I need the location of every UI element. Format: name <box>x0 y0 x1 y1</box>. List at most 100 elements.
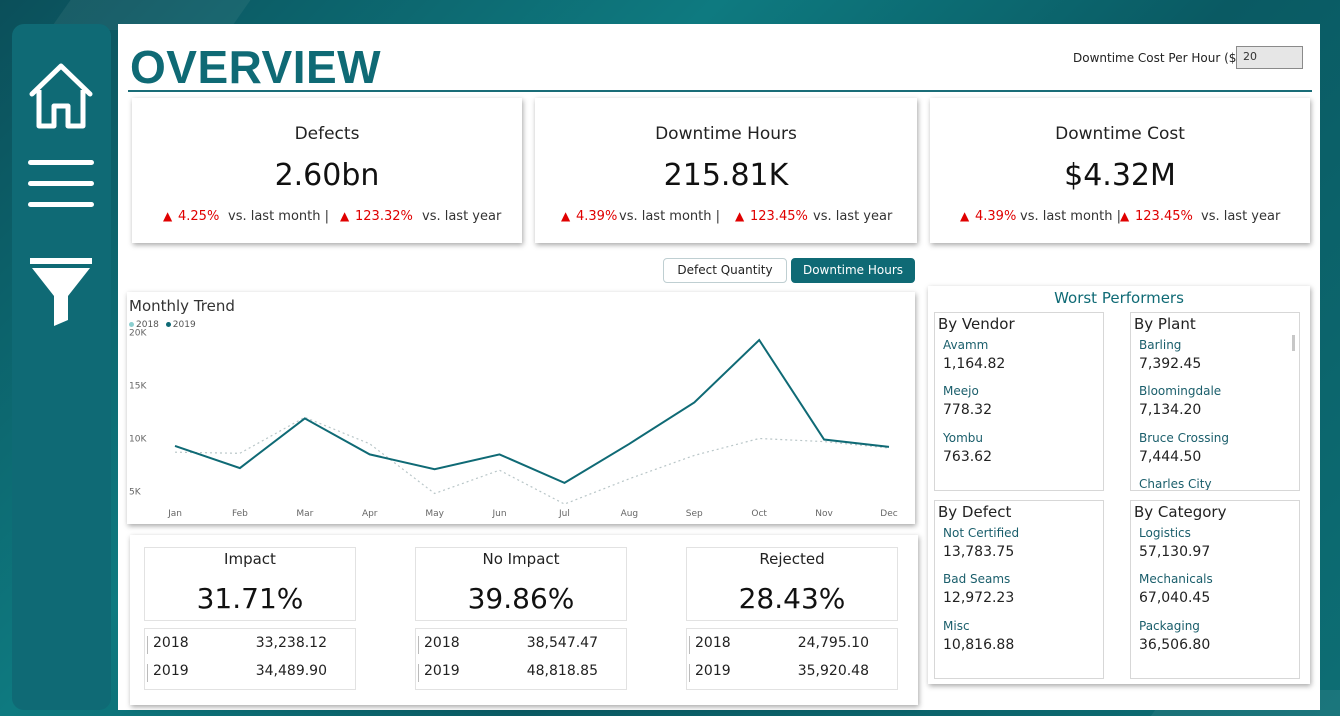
data-point-2018[interactable] <box>237 450 243 456</box>
item-name: Bruce Crossing <box>1139 431 1230 445</box>
month-change: 4.39% <box>576 209 618 224</box>
month-change: 4.39% <box>975 209 1017 224</box>
year-change: 123.45% <box>750 209 808 224</box>
chart-svg: 5K 10K 15K 20K Jan Feb Mar Apr May Jun Jul Aug Sep Oc… <box>129 329 898 519</box>
data-point-2018[interactable] <box>561 501 567 507</box>
filter-icon[interactable] <box>26 256 96 332</box>
x-tick-label: Jun <box>492 509 507 519</box>
data-point-2018[interactable] <box>691 452 697 458</box>
downtime-hours-button[interactable]: Downtime Hours <box>791 258 915 283</box>
value-cell: 38,547.47 <box>526 635 598 651</box>
worst-performers-card: Worst Performers By Vendor Avamm 1,164.82… <box>928 286 1310 684</box>
series-line-2019[interactable] <box>174 338 890 485</box>
year-label: vs. last year <box>1201 209 1281 224</box>
data-point-2019[interactable] <box>886 444 892 450</box>
list-item[interactable]: Not Certified 13,783.75 <box>943 526 1019 560</box>
up-triangle-icon: ▲ <box>561 209 571 223</box>
y-tick-label: 15K <box>129 382 147 392</box>
stat-title: Rejected <box>759 550 825 568</box>
x-tick-label: Jan <box>167 509 182 519</box>
data-point-2019[interactable] <box>302 415 308 421</box>
item-name: Avamm <box>943 338 989 352</box>
list-item[interactable]: Avamm 1,164.82 <box>943 338 1005 372</box>
item-value: 763.62 <box>943 449 992 465</box>
by-plant-panel: By Plant Barling 7,392.45 Bloomingdale 7,1… <box>1130 312 1300 491</box>
kpi-value: $4.32M <box>1064 158 1176 193</box>
data-point-2018[interactable] <box>626 476 632 482</box>
defect-quantity-button[interactable]: Defect Quantity <box>663 258 787 283</box>
kpi-value: 215.81K <box>663 158 789 193</box>
list-item[interactable]: Misc 10,816.88 <box>943 619 1014 653</box>
item-value: 10,816.88 <box>943 637 1015 653</box>
y-tick-label: 20K <box>129 329 147 339</box>
data-point-2018[interactable] <box>367 441 373 447</box>
list-item[interactable]: Bloomingdale 7,134.20 <box>1139 384 1221 418</box>
table-row: 2018 38,547.47 <box>416 631 626 657</box>
impact-summary-card: Impact 31.71% 2018 33,238.12 2019 34,489.9… <box>130 535 918 705</box>
data-point-2019[interactable] <box>561 480 567 486</box>
list-item[interactable]: Logistics 57,130.97 <box>1139 526 1210 560</box>
item-name: Barling <box>1139 338 1182 352</box>
rejected-table: 2018 24,795.10 2019 35,920.48 <box>686 628 898 690</box>
table-row: 2018 33,238.12 <box>145 631 355 657</box>
main-panel: OVERVIEW Downtime Cost Per Hour ($): 20 … <box>118 24 1320 710</box>
menu-icon[interactable] <box>26 158 96 214</box>
value-cell: 34,489.90 <box>255 663 327 679</box>
list-item[interactable]: Bruce Crossing 7,444.50 <box>1139 431 1229 465</box>
data-point-2018[interactable] <box>432 491 438 497</box>
by-category-panel: By Category Logistics 57,130.97 Mechanica… <box>1130 500 1300 679</box>
item-name: Packaging <box>1139 619 1200 633</box>
table-row: 2019 35,920.48 <box>687 659 897 685</box>
data-point-2019[interactable] <box>237 465 243 471</box>
list-item[interactable]: Charles City <box>1139 477 1212 490</box>
list-item[interactable]: Packaging 36,506.80 <box>1139 619 1210 653</box>
list-item[interactable]: Mechanicals 67,040.45 <box>1139 572 1213 606</box>
item-value: 57,130.97 <box>1139 544 1211 560</box>
table-row: 2019 34,489.90 <box>145 659 355 685</box>
data-point-2018[interactable] <box>497 467 503 473</box>
panel-heading: By Plant <box>1134 315 1196 333</box>
data-point-2019[interactable] <box>821 437 827 443</box>
item-value: 7,134.20 <box>1139 402 1202 418</box>
item-value: 67,040.45 <box>1139 590 1211 606</box>
data-point-2019[interactable] <box>691 399 697 405</box>
data-point-2019[interactable] <box>497 451 503 457</box>
x-tick-label: Apr <box>362 509 378 519</box>
stat-value: 39.86% <box>467 582 575 615</box>
year-cell: 2019 <box>424 663 460 679</box>
data-point-2019[interactable] <box>172 443 178 449</box>
year-cell: 2018 <box>695 635 731 651</box>
data-point-2018[interactable] <box>756 435 762 441</box>
item-value: 13,783.75 <box>943 544 1015 560</box>
item-name: Bad Seams <box>943 572 1011 586</box>
legend-dot-2018 <box>129 322 134 327</box>
value-cell: 48,818.85 <box>526 663 598 679</box>
year-cell: 2018 <box>153 635 189 651</box>
home-icon[interactable] <box>26 60 96 136</box>
month-label: vs. last month | <box>619 209 721 224</box>
list-item[interactable]: Bad Seams 12,972.23 <box>943 572 1014 606</box>
data-point-2019[interactable] <box>367 451 373 457</box>
kpi-title: Downtime Cost <box>1055 124 1185 144</box>
list-item[interactable]: Yombu 763.62 <box>943 431 992 465</box>
downtime-cost-input[interactable]: 20 <box>1236 46 1303 69</box>
up-triangle-icon: ▲ <box>163 209 173 223</box>
list-item[interactable]: Barling 7,392.45 <box>1139 338 1201 372</box>
data-point-2019[interactable] <box>432 466 438 472</box>
data-point-2018[interactable] <box>172 449 178 455</box>
x-tick-label: Jul <box>558 509 570 519</box>
list-item[interactable]: Meejo 778.32 <box>943 384 992 418</box>
stat-title: No Impact <box>482 550 560 568</box>
y-tick-label: 5K <box>129 487 142 497</box>
year-cell: 2019 <box>695 663 731 679</box>
up-triangle-icon: ▲ <box>340 209 350 223</box>
legend-dot-2019 <box>165 322 171 327</box>
scrollbar[interactable] <box>1292 335 1295 351</box>
data-point-2019[interactable] <box>626 441 632 447</box>
up-triangle-icon: ▲ <box>1120 209 1130 223</box>
item-value: 7,392.45 <box>1139 356 1202 372</box>
series-line-2018[interactable] <box>174 416 890 505</box>
x-tick-label: Aug <box>621 509 639 519</box>
data-point-2019[interactable] <box>756 337 762 343</box>
kpi-card-downtime-cost: Downtime Cost $4.32M ▲ 4.39% vs. last mo… <box>930 98 1310 243</box>
